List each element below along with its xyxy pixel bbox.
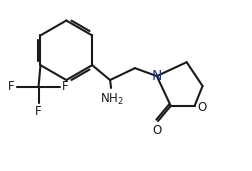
Text: F: F — [62, 81, 69, 94]
Text: F: F — [35, 105, 42, 118]
Text: O: O — [152, 124, 161, 137]
Text: O: O — [197, 101, 206, 114]
Text: NH$_2$: NH$_2$ — [100, 92, 123, 107]
Text: N: N — [151, 69, 161, 83]
Text: F: F — [8, 81, 15, 94]
